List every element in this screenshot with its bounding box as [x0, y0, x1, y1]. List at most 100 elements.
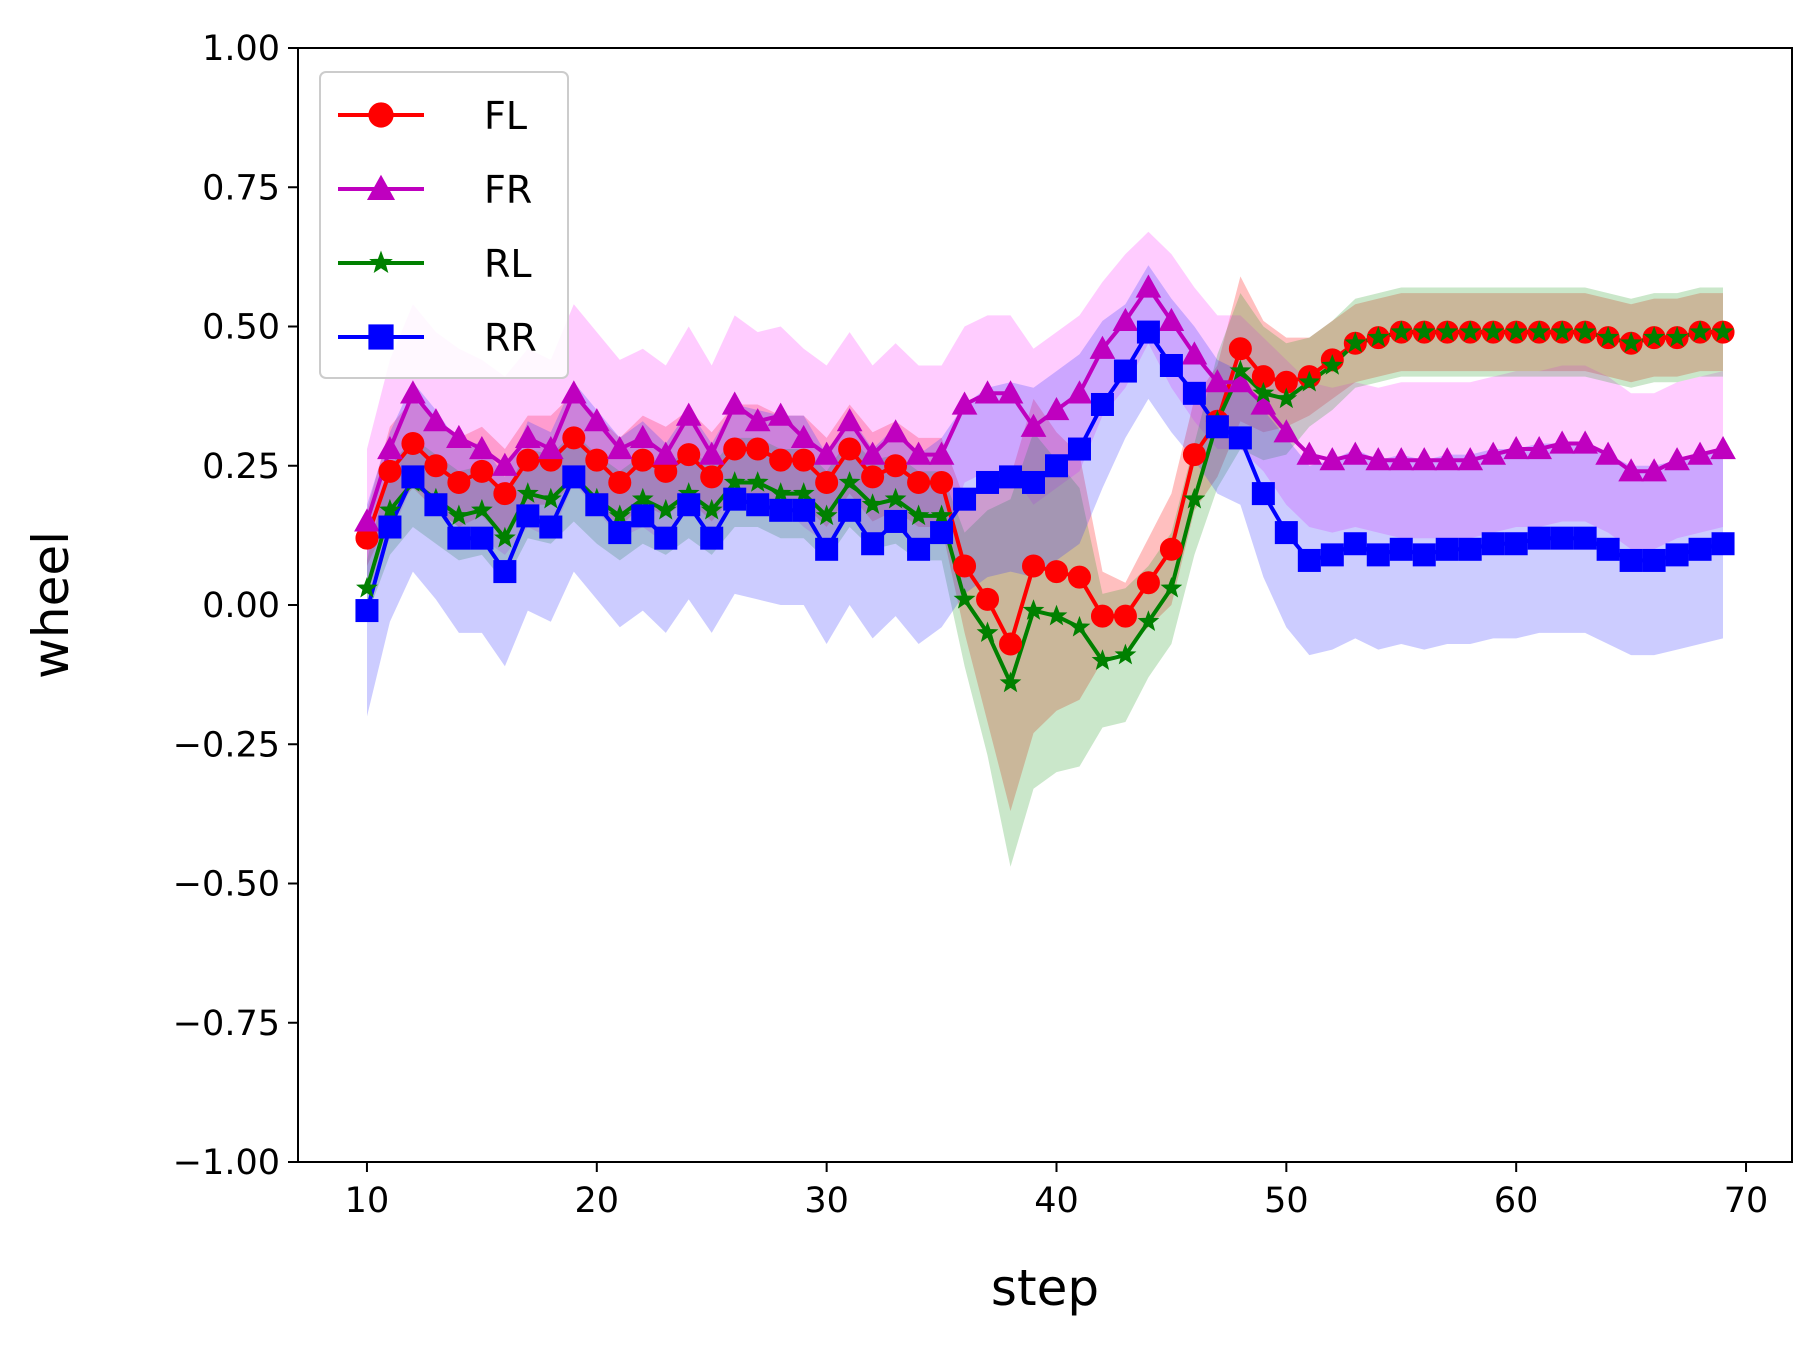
point-rl: [1321, 354, 1344, 375]
point-fl: [769, 448, 793, 472]
point-fr: [675, 402, 702, 426]
point-fr: [629, 424, 656, 448]
point-fr: [1250, 391, 1277, 415]
point-fr: [1227, 369, 1254, 393]
point-rr: [1435, 537, 1459, 561]
point-rr: [447, 526, 471, 550]
point-rl: [953, 587, 976, 609]
point-rr: [746, 493, 770, 517]
point-fl: [884, 454, 908, 478]
point-rl: [861, 493, 884, 514]
point-fl: [700, 465, 724, 489]
point-rl: [1505, 320, 1528, 342]
point-rl: [379, 498, 401, 520]
point-fl: [677, 443, 701, 467]
point-rr: [999, 465, 1023, 489]
point-fl: [953, 554, 977, 578]
point-rr: [1665, 543, 1689, 567]
point-rr: [539, 515, 563, 539]
point-rl: [884, 487, 907, 509]
point-rr: [654, 526, 678, 550]
point-rl: [1551, 320, 1574, 342]
x-tick-label: 20: [575, 1181, 620, 1221]
point-rr: [1481, 532, 1505, 556]
point-rr: [1711, 532, 1735, 556]
point-fl: [907, 470, 931, 494]
point-rr: [1504, 532, 1528, 556]
point-fl: [930, 470, 954, 494]
point-rl: [1298, 370, 1321, 392]
point-fl: [1228, 337, 1252, 361]
point-fl: [608, 470, 632, 494]
point-fr: [1388, 447, 1415, 471]
point-rr: [1458, 537, 1482, 561]
point-rl: [631, 487, 654, 509]
point-rl: [1229, 359, 1252, 381]
x-tick-label: 70: [1724, 1181, 1769, 1221]
point-fr: [813, 441, 840, 465]
point-rl: [1137, 610, 1160, 631]
point-rr: [769, 498, 793, 522]
point-rl: [976, 621, 999, 643]
point-rl: [838, 471, 861, 492]
point-fr: [1273, 419, 1300, 443]
point-rl: [1344, 331, 1367, 353]
legend-marker-rl: [369, 250, 393, 274]
y-tick-label: −0.25: [173, 725, 280, 765]
point-rr: [562, 465, 586, 489]
point-fl: [815, 470, 839, 494]
point-fr: [1020, 413, 1047, 437]
point-fr: [652, 441, 679, 465]
point-rl: [1367, 326, 1390, 347]
point-fr: [469, 436, 495, 460]
legend-label-rl: RL: [484, 242, 532, 286]
point-fr: [1181, 341, 1208, 365]
point-rl: [815, 504, 838, 526]
point-rl: [999, 671, 1022, 693]
point-rr: [1366, 543, 1390, 567]
point-rr: [1022, 470, 1046, 494]
point-rr: [1182, 381, 1206, 405]
point-rr: [838, 498, 862, 522]
point-fr: [1043, 397, 1070, 421]
point-fl: [976, 587, 1000, 611]
point-rr: [1389, 537, 1413, 561]
x-tick-label: 50: [1264, 1181, 1309, 1221]
point-rl: [608, 504, 631, 526]
band-rl: [367, 287, 1723, 867]
point-fr: [583, 408, 610, 432]
point-rr: [1642, 548, 1666, 572]
point-fr: [1664, 447, 1690, 471]
point-rr: [907, 537, 931, 561]
point-fr: [1618, 458, 1644, 482]
point-fr: [974, 380, 1001, 404]
band-fl: [367, 276, 1723, 812]
point-fl: [470, 459, 494, 483]
point-fr: [606, 436, 633, 460]
point-fr: [928, 441, 955, 465]
point-rr: [1159, 353, 1183, 377]
point-fl: [1022, 554, 1046, 578]
point-fr: [1365, 447, 1392, 471]
point-rl: [930, 504, 953, 526]
legend-marker-rr: [368, 324, 394, 350]
point-fl: [746, 437, 770, 461]
point-rl: [1666, 326, 1688, 347]
y-axis-ticks: −1.00 −0.75 −0.50 −0.25 0.00 0.25 0.50 0.75 1.00: [173, 29, 298, 1183]
point-rl: [1712, 320, 1734, 342]
point-fr: [1112, 307, 1139, 332]
point-fl: [1159, 537, 1183, 561]
point-rl: [1459, 320, 1482, 342]
point-rr: [1113, 359, 1137, 383]
point-rl: [1022, 599, 1045, 620]
point-fr: [400, 380, 426, 404]
point-fl: [401, 431, 425, 455]
point-rl: [516, 482, 539, 503]
point-rr: [1550, 526, 1574, 550]
point-rl: [769, 482, 792, 503]
point-rr: [677, 493, 701, 517]
point-rr: [355, 599, 379, 623]
point-fl: [838, 437, 862, 461]
point-rl: [1528, 320, 1551, 342]
